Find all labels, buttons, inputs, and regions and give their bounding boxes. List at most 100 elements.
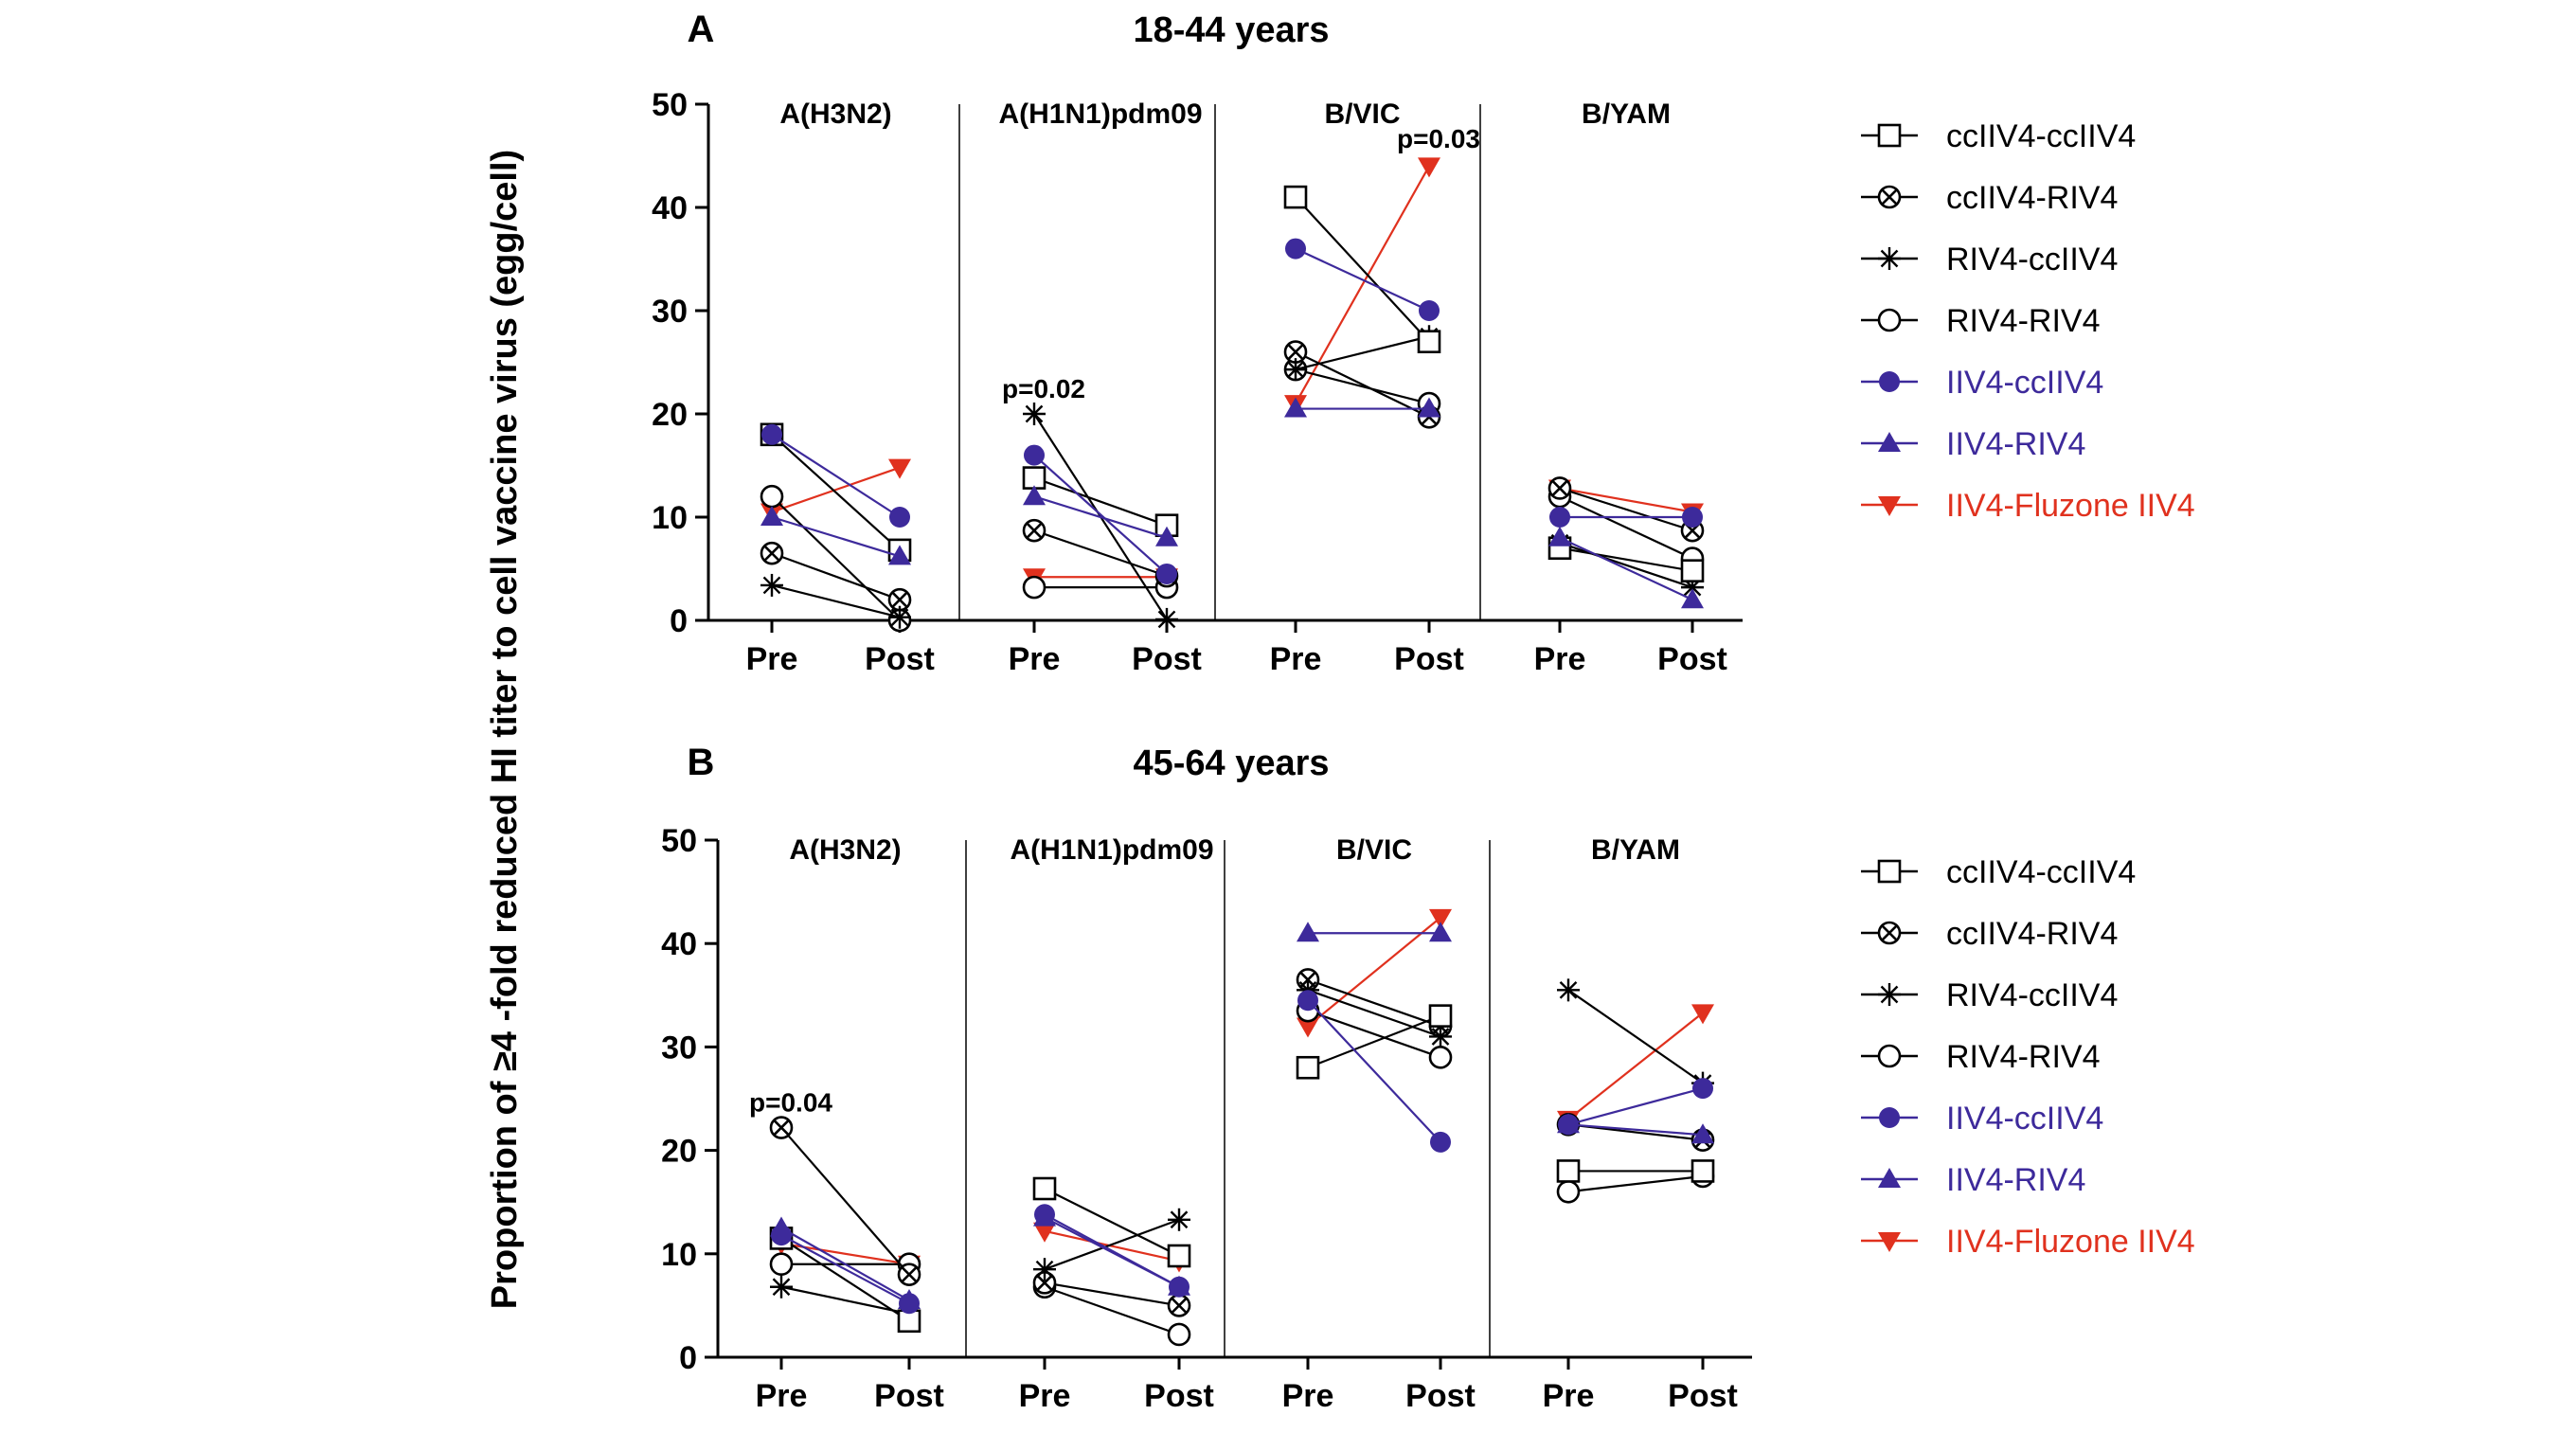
data-point-pre (1547, 476, 1572, 500)
legend-marker (1878, 432, 1901, 452)
x-tick-label: Pre (746, 641, 798, 677)
legend-label: RIV4-ccIIV4 (1946, 242, 2118, 278)
series-line (1307, 989, 1441, 1038)
series-iiv4-cciiv4 (1297, 990, 1451, 1153)
legend-marker (1877, 921, 1902, 945)
data-point-pre (1283, 340, 1308, 364)
series-iiv4-riv4 (1284, 397, 1440, 418)
series-line (1567, 1174, 1704, 1193)
data-point-post (887, 587, 912, 612)
panel-1-y-tick-label: 30 (661, 1030, 697, 1066)
legend-marker (1878, 496, 1901, 516)
data-point-pre (1024, 444, 1045, 466)
series-line (1044, 1281, 1180, 1307)
legend-label: IIV4-RIV4 (1946, 426, 2085, 462)
data-point-post (1691, 1004, 1714, 1025)
panel-a-plot: 0 10 20 30 40 50 A(H3N2) Pre Post A(H1N1)pdm09 Pre… (652, 87, 1743, 677)
data-point-post (897, 1263, 921, 1286)
series-line (771, 433, 901, 518)
y-axis-label: Proportion of ≥4 -fold reduced HI titer … (485, 150, 525, 1309)
data-point-pre (760, 541, 784, 565)
data-point-pre (1033, 1258, 1056, 1281)
data-point-post (1167, 1294, 1191, 1317)
panel-0-y-tick-label: 0 (670, 603, 688, 639)
series-iiv4-cciiv4 (1549, 507, 1703, 528)
p-value-annotation: p=0.04 (749, 1087, 832, 1117)
panel-a-letter: A (688, 9, 715, 50)
group-label: B/YAM (1591, 834, 1680, 866)
series-line (780, 1126, 910, 1276)
legend-label: IIV4-Fluzone IIV4 (1946, 488, 2195, 524)
series-cciiv4-riv4 (769, 1116, 921, 1286)
panel-0-group-b-yam: B/YAM Pre Post (1534, 99, 1727, 677)
data-point-post (1156, 563, 1177, 584)
series-riv4-riv4 (1296, 998, 1453, 1069)
series-line (771, 495, 901, 621)
data-point-pre (760, 484, 784, 509)
data-point-pre (1548, 526, 1571, 546)
legend-marker (1877, 308, 1902, 332)
data-point-post (888, 545, 911, 565)
series-line (1567, 1012, 1704, 1120)
data-point-pre (1297, 1017, 1319, 1038)
data-point-pre (1296, 1055, 1320, 1080)
group-label: A(H3N2) (779, 99, 891, 130)
legend-marker (1878, 1168, 1901, 1188)
series-iiv4-fluzone-iiv4 (1557, 1004, 1714, 1131)
series-iiv4-cciiv4 (1034, 1204, 1190, 1298)
legend-marker (1878, 247, 1901, 270)
x-tick-label: Pre (1009, 641, 1061, 677)
legend-item-riv4-riv4: RIV4-RIV4 (1861, 1039, 2101, 1075)
data-point-pre (1556, 1159, 1581, 1183)
data-point-pre (770, 1275, 793, 1299)
legend-label: IIV4-ccIIV4 (1946, 365, 2103, 401)
series-line (1559, 536, 1693, 601)
legend-marker (1879, 371, 1900, 392)
series-line (771, 552, 901, 601)
data-point-pre (760, 506, 783, 526)
panel-a-legend: ccIIV4-ccIIV4 ccIIV4-RIV4 RIV4-ccIIV4 RIV4-… (1861, 118, 2195, 524)
legend-item-iiv4-fluzone-iiv4: IIV4-Fluzone IIV4 (1861, 1224, 2195, 1260)
data-point-pre (761, 423, 782, 445)
legend-marker (1879, 1107, 1900, 1128)
data-point-post (888, 458, 911, 479)
legend-item-riv4-cciiv4: RIV4-ccIIV4 (1861, 242, 2118, 278)
series-iiv4-fluzone-iiv4 (1284, 157, 1440, 416)
series-line (1559, 542, 1693, 589)
panel-1-group-b-vic: B/VIC Pre Post (1282, 834, 1476, 1414)
series-riv4-riv4 (1032, 1275, 1191, 1347)
series-line (771, 433, 901, 551)
x-tick-label: Post (1132, 641, 1202, 677)
group-label: B/VIC (1324, 99, 1400, 130)
legend-item-iiv4-fluzone-iiv4: IIV4-Fluzone IIV4 (1861, 488, 2195, 524)
data-point-post (889, 507, 910, 528)
panel-0-y-tick-label: 40 (652, 190, 688, 226)
data-point-post (1429, 908, 1452, 929)
series-line (1307, 1010, 1441, 1059)
data-point-post (1155, 607, 1178, 631)
series-line (1033, 529, 1168, 578)
panel-1-y-tick-label: 50 (661, 823, 697, 859)
legend-label: IIV4-ccIIV4 (1946, 1101, 2103, 1137)
data-point-post (1418, 157, 1440, 178)
panel-1-y-tick-label: 40 (661, 926, 697, 962)
x-tick-label: Post (1405, 1378, 1476, 1414)
series-iiv4-riv4 (1023, 485, 1178, 546)
series-line (780, 1234, 910, 1305)
data-point-post (1429, 1025, 1452, 1048)
series-iiv4-cciiv4 (1558, 1078, 1713, 1136)
data-point-pre (1284, 358, 1307, 382)
data-point-post (1167, 1322, 1191, 1347)
series-line (1295, 196, 1430, 343)
data-point-pre (1558, 1114, 1579, 1136)
data-point-pre (1284, 397, 1307, 418)
panel-b-plot: 0 10 20 30 40 50 A(H3N2) Pre Post p=0.04 A(H1N1)pd… (661, 823, 1752, 1414)
series-iiv4-riv4 (1297, 922, 1452, 942)
panel-0-group-a-h1n1-pdm09: A(H1N1)pdm09 Pre Post p=0.02 (998, 99, 1202, 677)
x-tick-label: Pre (756, 1378, 808, 1414)
series-line (1033, 476, 1168, 527)
legend-marker (1878, 1232, 1901, 1252)
legend-label: ccIIV4-ccIIV4 (1946, 118, 2136, 154)
series-riv4-cciiv4 (1548, 531, 1704, 600)
